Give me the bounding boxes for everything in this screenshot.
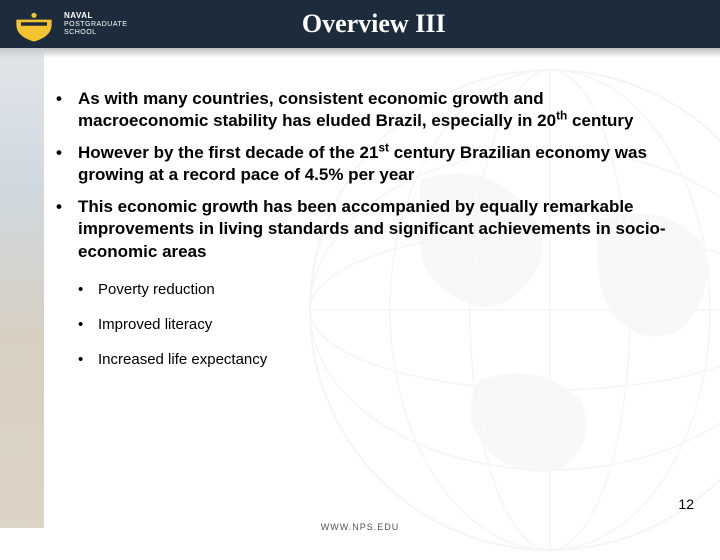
header-shadow	[0, 48, 720, 58]
header-bar: NAVAL POSTGRADUATE SCHOOL Overview III	[0, 0, 720, 48]
logo-line-2: POSTGRADUATE	[64, 21, 127, 29]
logo-line-3: SCHOOL	[64, 29, 127, 37]
sub-bullet: Improved literacy	[74, 316, 670, 333]
page-number: 12	[678, 496, 694, 512]
sub-bullet: Poverty reduction	[74, 281, 670, 298]
slide-title: Overview III	[127, 9, 720, 39]
content-area: As with many countries, consistent econo…	[0, 58, 720, 368]
logo-line-1: NAVAL	[64, 11, 127, 20]
main-bullet: This economic growth has been accompanie…	[50, 196, 670, 262]
footer: WWW.NPS.EDU	[0, 522, 720, 532]
footer-url: WWW.NPS.EDU	[321, 522, 400, 532]
logo-text: NAVAL POSTGRADUATE SCHOOL	[64, 11, 127, 36]
main-bullet: As with many countries, consistent econo…	[50, 88, 670, 132]
main-bullet: However by the first decade of the 21st …	[50, 142, 670, 186]
nps-shield-icon	[12, 4, 56, 44]
main-bullet-list: As with many countries, consistent econo…	[50, 88, 670, 263]
logo-area: NAVAL POSTGRADUATE SCHOOL	[0, 4, 127, 44]
sub-bullet: Increased life expectancy	[74, 351, 670, 368]
sub-bullet-list: Poverty reduction Improved literacy Incr…	[74, 281, 670, 368]
